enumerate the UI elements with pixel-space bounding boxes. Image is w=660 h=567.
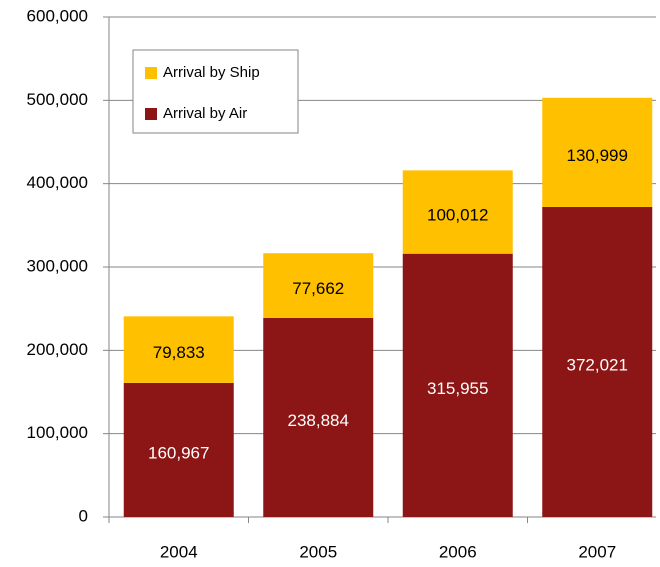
y-tick-label: 100,000: [27, 423, 88, 442]
data-label: 160,967: [148, 443, 209, 462]
x-tick-label: 2006: [439, 542, 477, 561]
x-tick-label: 2007: [578, 542, 616, 561]
y-tick-label: 400,000: [27, 173, 88, 192]
x-tick-label: 2005: [299, 542, 337, 561]
data-label: 100,012: [427, 206, 488, 225]
data-label: 238,884: [288, 411, 349, 430]
data-label: 77,662: [292, 279, 344, 298]
data-label: 372,021: [567, 355, 628, 374]
y-tick-label: 200,000: [27, 340, 88, 359]
y-tick-label: 0: [79, 506, 88, 525]
x-tick-label: 2004: [160, 542, 198, 561]
legend-box: [132, 49, 299, 134]
bar-segment: [123, 382, 234, 517]
bar-segment: [263, 317, 374, 517]
data-label: 315,955: [427, 379, 488, 398]
y-tick-label: 600,000: [27, 6, 88, 25]
bar-segment: [402, 170, 513, 254]
y-tick-label: 500,000: [27, 90, 88, 109]
legend-swatch: [145, 67, 157, 79]
y-tick-label: 300,000: [27, 256, 88, 275]
legend-label: Arrival by Air: [163, 105, 247, 122]
bar-segment: [542, 206, 653, 518]
data-label: 130,999: [567, 146, 628, 165]
bar-segment: [123, 316, 234, 383]
legend-label: Arrival by Ship: [163, 64, 260, 81]
legend-swatch: [145, 108, 157, 120]
bar-segment: [263, 253, 374, 318]
bar-segment: [402, 253, 513, 517]
data-label: 79,833: [153, 343, 205, 362]
bar-segment: [542, 97, 653, 207]
